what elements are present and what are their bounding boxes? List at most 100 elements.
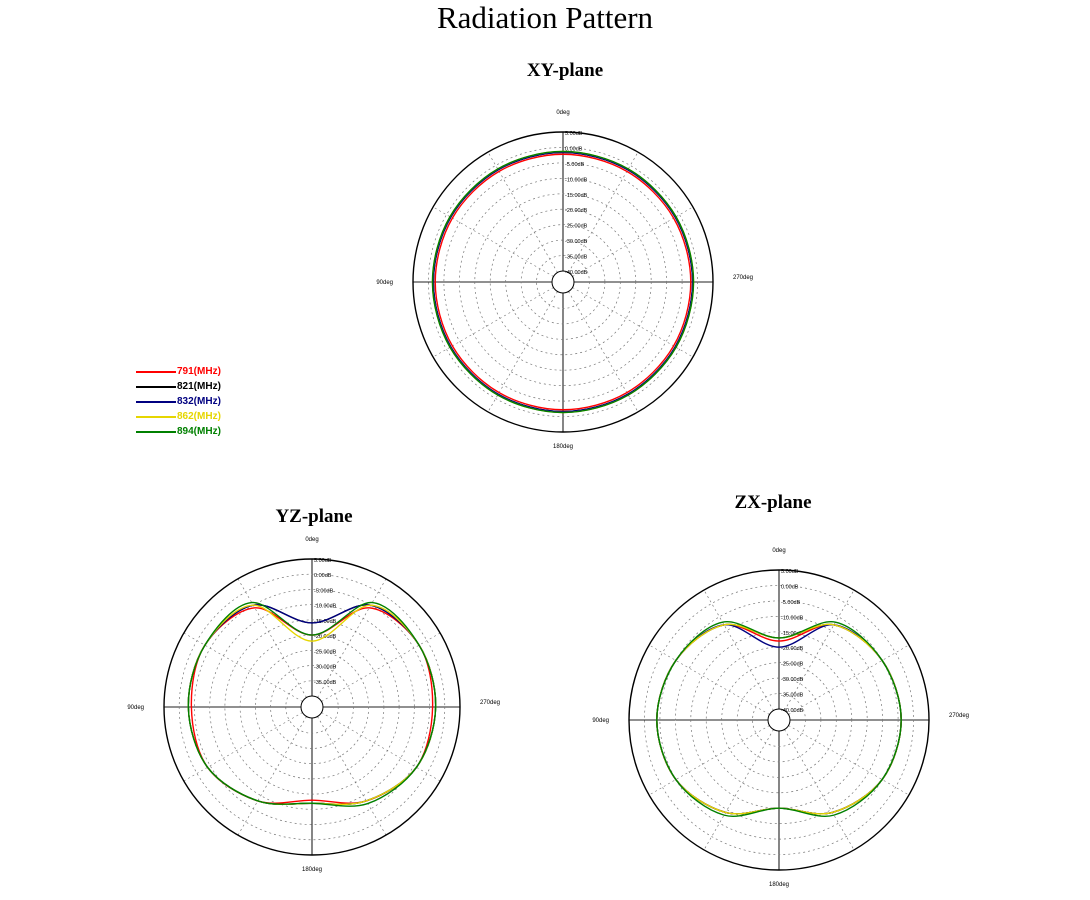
series-line-832MHz — [432, 151, 694, 413]
series-line-894MHz — [656, 621, 902, 817]
radial-grid-ring — [705, 646, 853, 794]
legend-swatch — [136, 370, 176, 373]
radial-tick-label: -25.00dB — [314, 649, 337, 655]
series-line-894MHz — [187, 601, 437, 807]
angular-grid-line — [648, 725, 770, 796]
angle-label: 90deg — [376, 280, 393, 286]
angular-grid-line — [572, 287, 694, 358]
radial-tick-label: -35.00dB — [781, 693, 804, 699]
angle-label: 270deg — [480, 700, 500, 706]
angular-grid-line — [784, 729, 855, 851]
polar-plot-0: -40.00dB -35.00dB -30.00dB -25.00dB -20.00dB… — [376, 110, 753, 450]
radial-grid-ring — [690, 631, 868, 809]
radial-tick-label: -40.00dB — [781, 708, 804, 714]
radial-tick-label: 0.00dB — [781, 584, 799, 590]
legend-swatch — [136, 430, 176, 433]
radial-grid-ring — [736, 677, 822, 763]
radial-grid-ring — [209, 604, 415, 810]
radial-grid-ring — [194, 589, 430, 825]
radial-tick-label: 5.00dB — [565, 131, 583, 137]
xy-plane-title: XY-plane — [526, 60, 604, 81]
angle-label: 180deg — [769, 882, 789, 888]
polar-plot-2: -40.00dB -35.00dB -30.00dB -25.00dB -20.00dB… — [592, 548, 969, 888]
legend-label: 791(MHz) — [177, 366, 221, 377]
radial-grid-ring — [458, 177, 668, 387]
angle-label: 270deg — [733, 275, 753, 281]
angular-grid-line — [703, 589, 774, 711]
radial-tick-label: -40.00dB — [565, 270, 588, 276]
zx-plane-title: ZX-plane — [734, 492, 812, 513]
radial-tick-label: 0.00dB — [565, 146, 583, 152]
radial-tick-label: -15.00dB — [314, 619, 337, 625]
radial-grid-ring — [721, 662, 837, 778]
radial-grid-ring — [285, 680, 339, 734]
angular-grid-line — [183, 632, 303, 702]
legend-label: 862(MHz) — [177, 411, 221, 422]
radial-grid-ring — [474, 193, 652, 371]
yz-plane-title: YZ-plane — [275, 506, 353, 527]
outer-ring — [628, 569, 930, 871]
radial-grid-ring — [659, 600, 899, 840]
outer-ring — [163, 558, 461, 856]
legend-swatch — [136, 415, 176, 418]
radial-tick-label: -5.00dB — [314, 588, 334, 594]
radial-tick-label: -10.00dB — [565, 177, 588, 183]
angular-grid-line — [487, 291, 558, 413]
radial-grid-ring — [752, 693, 806, 747]
radial-grid-ring — [178, 573, 446, 841]
radial-tick-label: -5.00dB — [781, 600, 801, 606]
angular-grid-line — [788, 644, 910, 715]
angular-grid-line — [183, 712, 303, 782]
legend-item: 894(MHz) — [136, 424, 221, 439]
radial-tick-label: -35.00dB — [314, 680, 337, 686]
angle-label: 270deg — [949, 713, 969, 719]
radial-tick-label: -15.00dB — [565, 193, 588, 199]
series-line-791MHz — [434, 153, 692, 411]
radial-tick-label: -25.00dB — [565, 224, 588, 230]
radial-grid-ring — [239, 634, 385, 780]
radial-tick-label: 5.00dB — [314, 558, 332, 564]
radial-tick-label: -20.00dB — [565, 208, 588, 214]
radial-grid-ring — [674, 615, 884, 825]
angular-grid-line — [432, 206, 554, 277]
radial-tick-label: -10.00dB — [314, 604, 337, 610]
radial-tick-label: 5.00dB — [781, 569, 799, 575]
radial-grid-ring — [428, 147, 698, 417]
legend-item: 791(MHz) — [136, 364, 221, 379]
radial-grid-ring — [254, 649, 370, 765]
outer-ring — [412, 131, 714, 433]
angular-grid-line — [568, 291, 639, 413]
legend-label: 832(MHz) — [177, 396, 221, 407]
page-title: Radiation Pattern — [436, 0, 654, 35]
angular-grid-line — [237, 578, 307, 698]
series-line-894MHz — [431, 150, 695, 414]
radial-grid-ring — [505, 224, 621, 340]
radial-tick-label: -30.00dB — [565, 239, 588, 245]
legend-item: 821(MHz) — [136, 379, 221, 394]
legend-label: 894(MHz) — [177, 426, 221, 437]
angular-grid-line — [648, 644, 770, 715]
angle-label: 180deg — [553, 444, 573, 450]
radial-tick-label: -5.00dB — [565, 162, 585, 168]
legend-swatch — [136, 385, 176, 388]
angular-grid-line — [487, 151, 558, 273]
angular-grid-line — [572, 206, 694, 277]
angle-label: 0deg — [556, 110, 569, 116]
legend: 791(MHz) 821(MHz) 832(MHz) 862(MHz) 894(… — [136, 364, 221, 439]
radial-grid-ring — [536, 255, 590, 309]
radial-grid-ring — [520, 239, 606, 325]
angle-label: 0deg — [305, 537, 318, 543]
angular-grid-line — [432, 287, 554, 358]
center-hub — [767, 708, 791, 732]
angular-grid-line — [317, 716, 387, 836]
legend-item: 862(MHz) — [136, 409, 221, 424]
radial-grid-ring — [489, 208, 637, 356]
radial-tick-label: -10.00dB — [781, 615, 804, 621]
radial-tick-label: -30.00dB — [781, 677, 804, 683]
radial-grid-ring — [443, 162, 683, 402]
radial-tick-label: 0.00dB — [314, 573, 332, 579]
legend-label: 821(MHz) — [177, 381, 221, 392]
angular-grid-line — [788, 725, 910, 796]
legend-swatch — [136, 400, 176, 403]
